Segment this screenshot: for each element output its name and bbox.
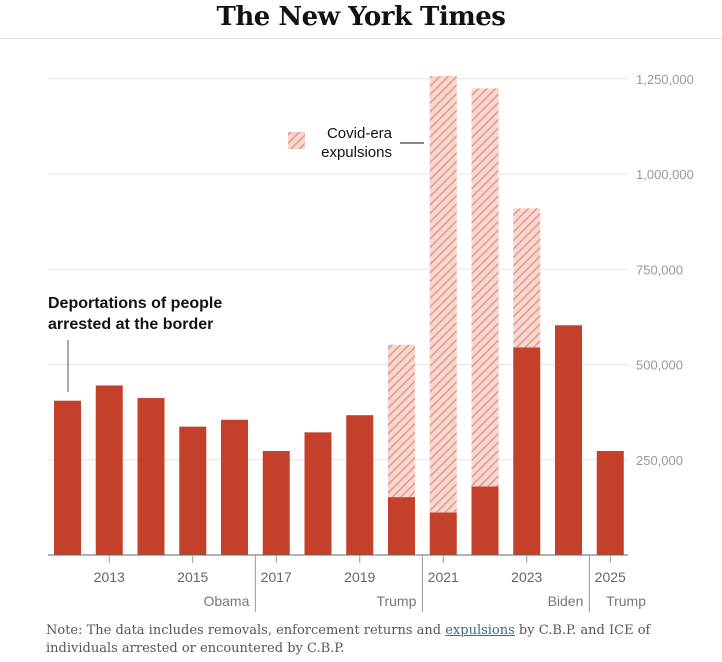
y-tick-label: 250,000 — [636, 453, 683, 468]
bar-deportations-2014[interactable] — [137, 398, 165, 555]
x-tick-label: 2015 — [177, 569, 208, 585]
nyt-masthead[interactable]: The New York Times — [0, 0, 722, 39]
deportations-label-line2: arrested at the border — [48, 316, 213, 333]
y-tick-label: 750,000 — [636, 262, 683, 277]
bar-deportations-2023[interactable] — [513, 347, 541, 555]
administration-label: Obama — [203, 593, 249, 609]
bar-expulsions-2021[interactable] — [429, 76, 457, 513]
bar-deportations-2013[interactable] — [95, 385, 123, 555]
bar-deportations-2021[interactable] — [429, 512, 457, 555]
bar-deportations-2025[interactable] — [596, 451, 624, 555]
legend-swatch-expulsions — [288, 132, 305, 149]
x-tick-label: 2023 — [511, 569, 542, 585]
bar-deportations-2017[interactable] — [262, 451, 290, 555]
x-tick-label: 2017 — [261, 569, 292, 585]
bar-deportations-2019[interactable] — [346, 415, 374, 555]
expulsions-label-line1: Covid-era — [327, 125, 393, 142]
bar-deportations-2020[interactable] — [388, 497, 415, 555]
deportations-bar-chart: 250,000500,000750,0001,000,0001,250,000 … — [48, 72, 694, 612]
bar-expulsions-2022[interactable] — [471, 88, 499, 487]
chart-note: Note: The data includes removals, enforc… — [46, 622, 711, 658]
bar-deportations-2024[interactable] — [555, 325, 582, 555]
expulsions-link[interactable]: expulsions — [445, 623, 515, 638]
x-tick-label: 2025 — [595, 569, 626, 585]
deportations-label-line1: Deportations of people — [48, 295, 222, 312]
nyt-logo: The New York Times — [216, 2, 506, 32]
x-tick-label: 2013 — [94, 569, 125, 585]
administration-label: Trump — [606, 593, 646, 609]
note-text-after: by C.B.P. and ICE of individuals arreste… — [46, 623, 651, 656]
expulsions-label-line2: expulsions — [321, 144, 392, 161]
bar-deportations-2022[interactable] — [471, 486, 499, 555]
note-text-before: Note: The data includes removals, enforc… — [46, 623, 446, 638]
administration-label: Biden — [548, 593, 584, 609]
x-tick-label: 2019 — [344, 569, 375, 585]
bar-deportations-2012[interactable] — [54, 400, 81, 555]
bar-deportations-2015[interactable] — [179, 426, 207, 555]
bar-expulsions-2020[interactable] — [388, 344, 415, 498]
y-tick-label: 500,000 — [636, 358, 683, 373]
bar-deportations-2018[interactable] — [304, 432, 332, 555]
y-tick-label: 1,000,000 — [636, 167, 694, 182]
y-tick-label: 1,250,000 — [636, 72, 694, 87]
bar-expulsions-2023[interactable] — [513, 208, 541, 348]
administration-label: Trump — [376, 593, 416, 609]
x-tick-label: 2021 — [428, 569, 459, 585]
bar-deportations-2016[interactable] — [221, 419, 248, 555]
